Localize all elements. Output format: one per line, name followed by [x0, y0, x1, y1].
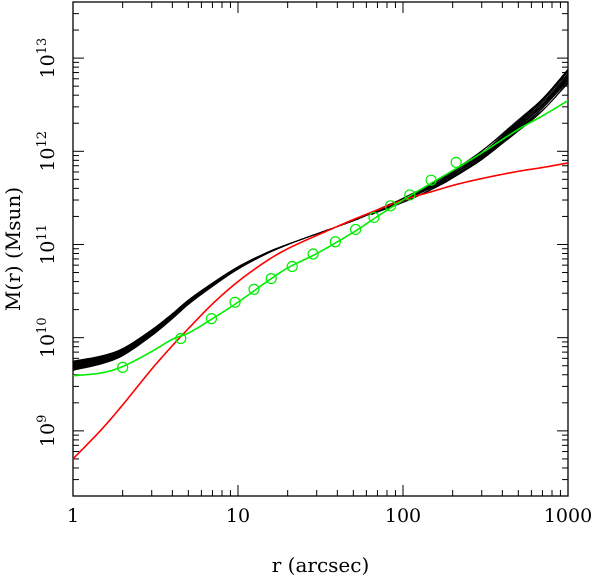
data-marker — [425, 174, 437, 186]
data-marker — [404, 189, 416, 201]
axis-ticks — [72, 1, 569, 497]
ensemble-curve-18 — [72, 74, 569, 363]
ensemble-curve-6 — [72, 78, 569, 369]
plot-frame — [72, 1, 569, 497]
data-marker — [329, 236, 341, 248]
x-tick-label: 10 — [226, 505, 250, 527]
ensemble-curve-8 — [72, 80, 569, 368]
data-marker — [265, 273, 277, 285]
ensemble-curve-10 — [72, 71, 569, 367]
model-ensemble-curves — [72, 68, 569, 371]
ensemble-curve-3 — [72, 83, 569, 370]
red-model-curve — [72, 162, 569, 460]
data-marker — [349, 223, 362, 236]
data-marker — [450, 156, 462, 169]
x-tick-label: 1000 — [544, 505, 592, 527]
y-tick-label: 1011 — [35, 224, 59, 265]
y-axis-label: M(r) (Msun) — [1, 187, 25, 311]
y-tick-label: 1013 — [35, 38, 59, 79]
ensemble-curve-2 — [72, 70, 569, 371]
ensemble-curve-11 — [72, 81, 569, 366]
ensemble-curve-20 — [72, 69, 569, 362]
ensemble-curve-16 — [72, 82, 569, 364]
ensemble-curve-4 — [72, 69, 569, 370]
ensemble-curve-5 — [72, 76, 569, 369]
ensemble-curve-14 — [72, 77, 569, 365]
tick-labels: 1 10 100 1000 109 1010 1011 1012 1013 — [35, 38, 592, 527]
y-tick-label: 109 — [35, 415, 59, 447]
data-marker — [205, 313, 218, 325]
ensemble-curve-1 — [72, 75, 569, 371]
x-tick-label: 100 — [385, 505, 421, 527]
data-markers — [117, 156, 462, 373]
ensemble-curve-9 — [72, 73, 569, 367]
model-curves — [72, 99, 569, 460]
data-marker — [248, 283, 260, 295]
data-marker — [229, 296, 241, 308]
data-marker — [175, 332, 187, 345]
data-marker — [368, 211, 380, 224]
data-marker — [307, 248, 319, 260]
ensemble-curve-17 — [72, 71, 569, 363]
ensemble-curve-13 — [72, 77, 569, 365]
ensemble-curve-7 — [72, 70, 569, 368]
data-marker — [286, 260, 298, 273]
x-axis-label: r (arcsec) — [272, 553, 370, 577]
y-tick-label: 1012 — [35, 131, 59, 172]
data-marker — [384, 200, 397, 212]
ensemble-curve-19 — [72, 79, 569, 363]
ensemble-curve-12 — [72, 70, 569, 366]
y-tick-label: 1010 — [35, 317, 59, 358]
ensemble-curve-15 — [72, 68, 569, 364]
data-marker — [117, 361, 129, 373]
green-model-curve — [72, 99, 569, 377]
x-tick-label: 1 — [67, 505, 79, 527]
